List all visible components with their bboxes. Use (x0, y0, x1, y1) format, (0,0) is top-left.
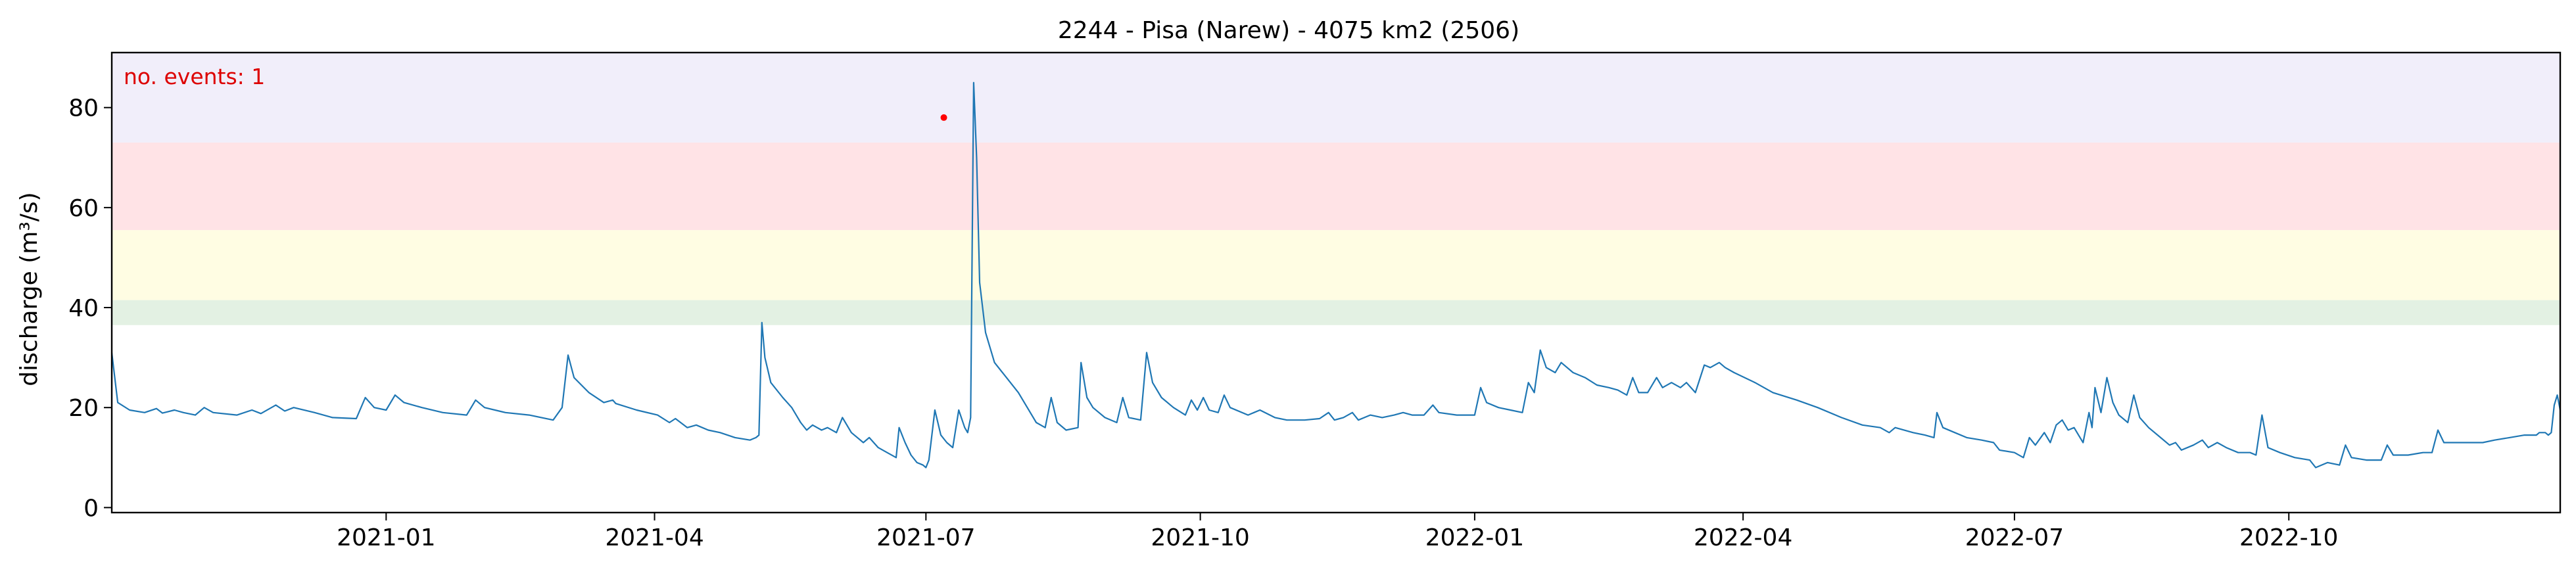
x-tick-label: 2022-01 (1425, 524, 1524, 551)
y-axis-label: discharge (m³/s) (16, 192, 43, 386)
threshold-band-2 (112, 142, 2560, 231)
y-tick-label: 0 (83, 495, 99, 522)
threshold-band-3 (112, 53, 2560, 143)
x-tick-label: 2022-07 (1965, 524, 2064, 551)
x-tick-label: 2021-07 (876, 524, 975, 551)
y-tick-label: 20 (68, 395, 99, 422)
threshold-band-0 (112, 300, 2560, 325)
x-tick-label: 2021-10 (1151, 524, 1249, 551)
plot-area (110, 81, 2562, 469)
threshold-bands (112, 53, 2560, 325)
discharge-series-line-0 (110, 81, 2562, 469)
axes-frame (110, 51, 2562, 514)
chart-title: 2244 - Pisa (Narew) - 4075 km2 (2506) (1058, 17, 1519, 44)
x-tick-label: 2022-04 (1694, 524, 1792, 551)
x-tick-label: 2022-10 (2239, 524, 2338, 551)
y-tick-label: 40 (68, 295, 99, 322)
x-tick-label: 2021-01 (337, 524, 435, 551)
event-marker-0 (940, 114, 947, 121)
axis-ticks: 0 20 40 60 80 2021-01 2021-04 2021-07 2021-10 202… (68, 95, 2338, 551)
threshold-band-1 (112, 230, 2560, 300)
event-count-annotation: no. events: 1 (124, 64, 265, 89)
y-tick-label: 80 (68, 95, 99, 122)
y-tick-label: 60 (68, 195, 99, 222)
x-tick-label: 2021-04 (605, 524, 704, 551)
